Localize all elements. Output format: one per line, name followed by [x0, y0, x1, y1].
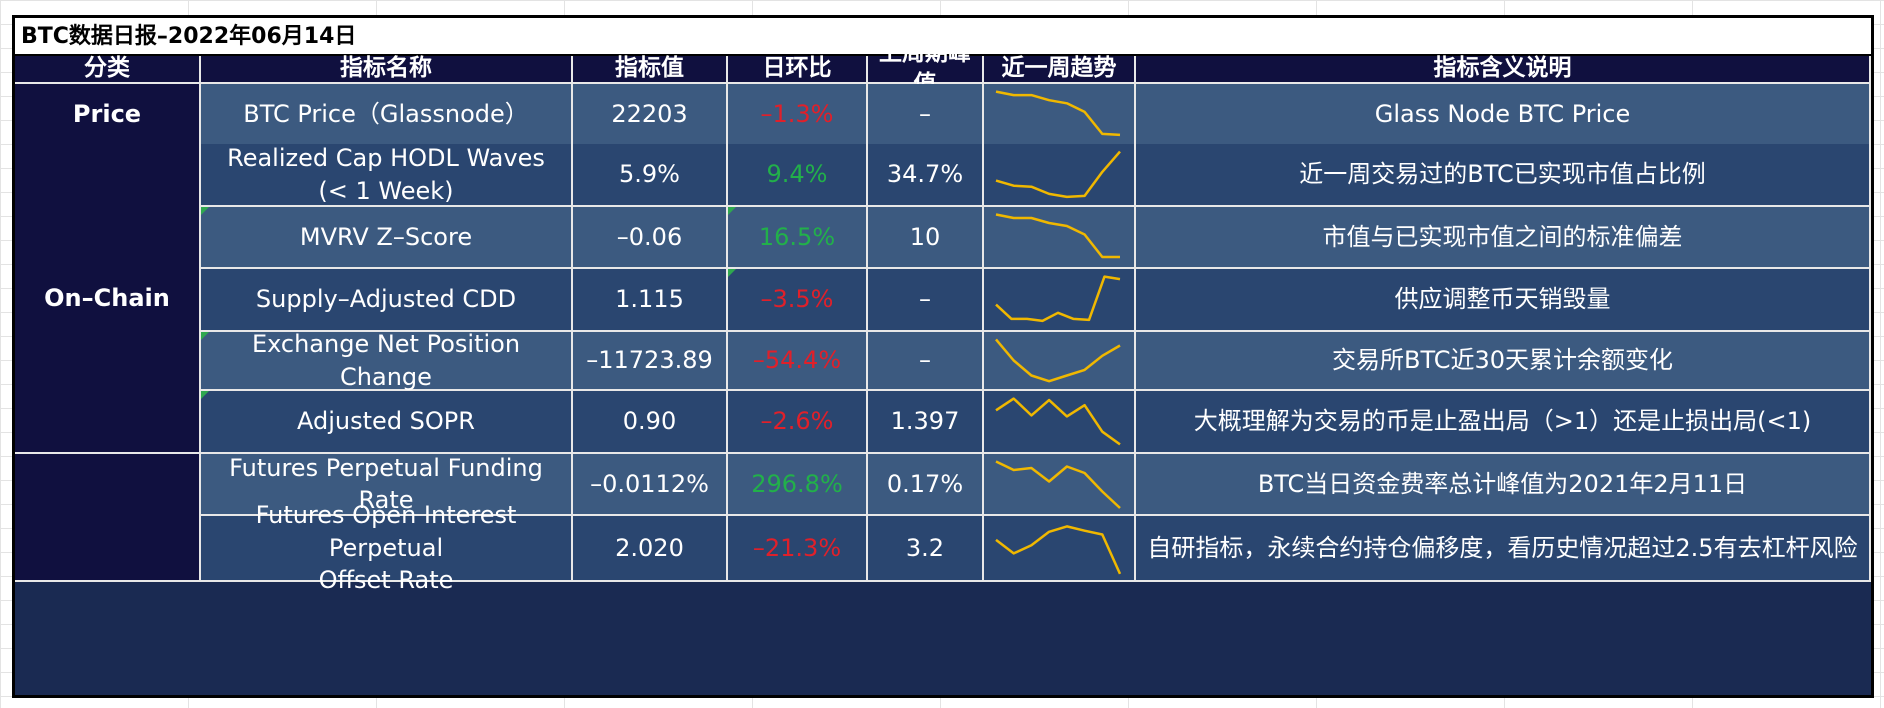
header-value: 指标值 [573, 55, 728, 84]
indicator-dod: 16.5% [728, 207, 868, 269]
comment-marker[interactable] [728, 269, 736, 277]
indicator-last-week-peak: 34.7% [868, 144, 984, 207]
indicator-dod: –21.3% [728, 516, 868, 582]
trend-cell [984, 454, 1136, 516]
indicator-dod: –1.3% [728, 84, 868, 147]
indicator-meaning: 供应调整币天销毁量 [1136, 269, 1871, 332]
category-derivatives [15, 454, 201, 582]
header-dod: 日环比 [728, 55, 868, 84]
indicator-value: –11723.89 [573, 332, 728, 391]
indicator-meaning: 大概理解为交易的币是止盈出局（>1）还是止损出局(<1) [1136, 391, 1871, 454]
trend-cell [984, 332, 1136, 391]
trend-sparkline [995, 150, 1121, 199]
indicator-name: BTC Price（Glassnode） [201, 84, 573, 147]
comment-marker[interactable] [201, 332, 209, 340]
trend-sparkline [995, 213, 1120, 259]
indicator-dod: –54.4% [728, 332, 868, 391]
indicator-last-week-peak: 0.17% [868, 454, 984, 516]
indicator-dod: –2.6% [728, 391, 868, 454]
trend-line [995, 150, 1121, 199]
indicator-last-week-peak: – [868, 269, 984, 332]
comment-marker[interactable] [728, 207, 736, 215]
category-onchain: On–Chain [15, 144, 201, 454]
trend-line [995, 275, 1121, 323]
indicator-value: –0.0112% [573, 454, 728, 516]
trend-line [995, 525, 1122, 575]
trend-line [995, 460, 1121, 509]
trend-sparkline [995, 397, 1121, 446]
trend-sparkline [995, 460, 1121, 509]
indicator-value: 2.020 [573, 516, 728, 582]
indicator-meaning: 近一周交易过的BTC已实现市值占比例 [1136, 144, 1871, 207]
indicator-value: 0.90 [573, 391, 728, 454]
indicator-last-week-peak: 10 [868, 207, 984, 269]
indicator-dod: 296.8% [728, 454, 868, 516]
indicator-name: Futures Perpetual Funding Rate [201, 454, 573, 516]
indicator-meaning: 自研指标，永续合约持仓偏移度，看历史情况超过2.5有去杠杆风险 [1136, 516, 1871, 582]
trend-line [995, 397, 1121, 446]
header-trend: 近一周趋势 [984, 55, 1136, 84]
indicator-dod: 9.4% [728, 144, 868, 207]
indicator-last-week-peak: – [868, 84, 984, 147]
indicator-value: 5.9% [573, 144, 728, 207]
indicator-name: Supply–Adjusted CDD [201, 269, 573, 332]
trend-line [995, 338, 1121, 383]
indicator-name: Exchange Net Position Change [201, 330, 573, 391]
header-category: 分类 [15, 55, 201, 84]
report-title: BTC数据日报–2022年06月14日 [15, 18, 1871, 56]
indicator-meaning: 市值与已实现市值之间的标准偏差 [1136, 207, 1871, 269]
indicator-value: 22203 [573, 84, 728, 147]
trend-cell [984, 391, 1136, 454]
trend-sparkline [995, 525, 1122, 575]
comment-marker[interactable] [201, 207, 209, 215]
trend-sparkline [995, 338, 1121, 383]
indicator-name: Futures Open Interest Perpetual Offset R… [201, 501, 573, 594]
trend-cell [984, 269, 1136, 332]
trend-line [995, 213, 1120, 259]
indicator-name: Adjusted SOPR [201, 391, 573, 454]
indicator-value: 1.115 [573, 269, 728, 332]
indicator-meaning: 交易所BTC近30天累计余额变化 [1136, 332, 1871, 391]
report-table: BTC数据日报–2022年06月14日 分类指标名称指标值日环比上周期峰值近一周… [12, 15, 1874, 698]
indicator-meaning: BTC当日资金费率总计峰值为2021年2月11日 [1136, 454, 1871, 516]
indicator-last-week-peak: – [868, 332, 984, 391]
header-meaning: 指标含义说明 [1136, 55, 1871, 84]
indicator-value: –0.06 [573, 207, 728, 269]
indicator-name: Realized Cap HODL Waves (< 1 Week) [201, 144, 573, 207]
category-price: Price [15, 84, 201, 147]
comment-marker[interactable] [201, 391, 209, 399]
indicator-last-week-peak: 1.397 [868, 391, 984, 454]
indicator-name: MVRV Z–Score [201, 207, 573, 269]
header-name: 指标名称 [201, 55, 573, 84]
header-last-week-peak: 上周期峰值 [868, 40, 984, 97]
trend-line [995, 90, 1121, 137]
trend-sparkline [995, 275, 1121, 323]
indicator-last-week-peak: 3.2 [868, 516, 984, 582]
trend-sparkline [995, 90, 1121, 137]
indicator-dod: –3.5% [728, 269, 868, 332]
indicator-meaning: Glass Node BTC Price [1136, 84, 1871, 147]
